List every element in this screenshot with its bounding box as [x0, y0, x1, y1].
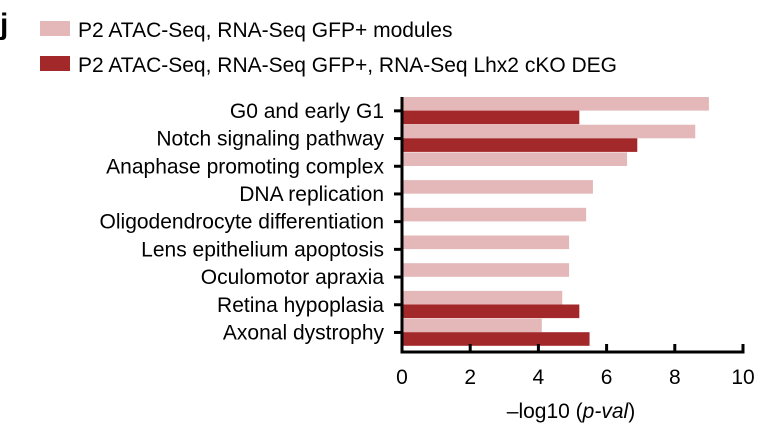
x-axis-title-suffix: ): [628, 400, 635, 423]
bar-modules: [402, 318, 542, 333]
bar-modules: [402, 290, 563, 305]
x-tick-label: 2: [464, 366, 476, 389]
category-labels: G0 and early G1 Notch signaling pathway An…: [100, 100, 385, 345]
x-axis-title-italic: p-val: [582, 400, 630, 423]
bar-modules: [402, 152, 628, 166]
bar-modules: [402, 263, 570, 277]
category-label: Oculomotor apraxia: [201, 266, 385, 289]
legend-label-modules: P2 ATAC-Seq, RNA-Seq GFP+ modules: [78, 19, 452, 42]
x-ticks: 0 2 4 6 8 10: [396, 344, 755, 389]
category-label: G0 and early G1: [230, 100, 384, 123]
x-tick-label: 4: [533, 366, 545, 389]
x-tick-label: 10: [731, 366, 754, 389]
category-label: Oligodendrocyte differentiation: [100, 211, 384, 234]
x-tick-label: 0: [396, 366, 408, 389]
panel-letter: j: [0, 8, 8, 41]
bar-deg: [402, 138, 638, 152]
bar-modules: [402, 235, 570, 250]
category-label: Anaphase promoting complex: [106, 155, 384, 178]
bar-modules: [402, 180, 593, 194]
category-label: Lens epithelium apoptosis: [141, 238, 384, 261]
axes: [394, 97, 745, 354]
legend-label-deg: P2 ATAC-Seq, RNA-Seq GFP+, RNA-Seq Lhx2 …: [78, 54, 617, 77]
bar-group: [402, 97, 709, 346]
legend-swatch-deg: [40, 56, 70, 71]
category-label: Axonal dystrophy: [223, 321, 385, 344]
bar-deg: [402, 304, 580, 319]
x-axis-title: –log10 (p-val): [507, 400, 635, 423]
category-label: Notch signaling pathway: [156, 128, 384, 151]
legend-swatch-modules: [40, 21, 70, 36]
x-axis-title-prefix: –log10 (: [507, 400, 583, 423]
x-tick-label: 8: [669, 366, 681, 389]
bar-modules: [402, 97, 709, 111]
category-label: Retina hypoplasia: [217, 294, 384, 317]
bar-deg: [402, 332, 590, 346]
bar-modules: [402, 207, 587, 222]
bar-modules: [402, 124, 696, 139]
bar-deg: [402, 110, 580, 125]
legend: P2 ATAC-Seq, RNA-Seq GFP+ modules P2 ATA…: [40, 19, 617, 77]
category-label: DNA replication: [239, 183, 384, 206]
x-tick-label: 6: [601, 366, 613, 389]
